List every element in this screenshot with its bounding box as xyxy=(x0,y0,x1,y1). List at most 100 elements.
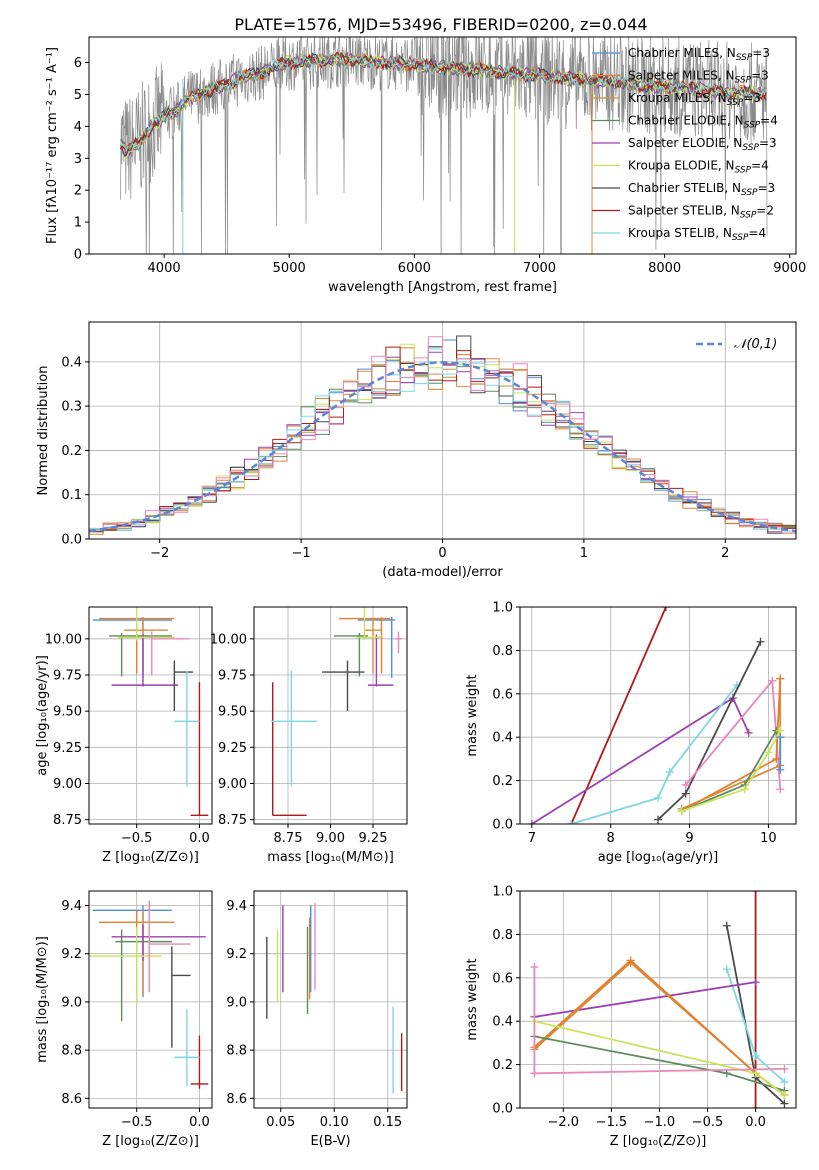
legend-label: Salpeter MILES, NSSP=3 xyxy=(628,69,769,86)
x-tick-label: 5000 xyxy=(273,261,306,276)
y-tick-label: 0.4 xyxy=(492,1015,513,1030)
y-tick-label: 0.2 xyxy=(492,1058,513,1073)
plot-area-age_weight xyxy=(527,607,785,824)
errorbar-chabrier-stelib xyxy=(322,660,365,712)
panel-age_weight: 7 8 9 10 0.0 0.2 0.4 0.6 0.8 1.0 age [log₁₀(age/yr… xyxy=(465,601,797,865)
hist-step-pink xyxy=(89,336,796,534)
errorbar-kroupa-stelib xyxy=(174,670,200,787)
panel-z_age: −0.5 0.0 8.75 9.00 9.25 9.50 9.75 10.00 Z [log₁₀… xyxy=(35,606,213,865)
x-tick-label: 0.0 xyxy=(745,1115,766,1130)
y-tick-label: 9.0 xyxy=(61,995,82,1010)
legend-label: Chabrier ELODIE, NSSP=4 xyxy=(628,114,778,131)
y-tick-label: 0.0 xyxy=(492,818,513,833)
errorbar-chabrier-miles xyxy=(92,617,172,678)
errorbar-kroupa-stelib xyxy=(271,670,317,787)
legend-label-n: =2 xyxy=(756,204,774,218)
x-tick-label: −0.5 xyxy=(692,1115,724,1130)
y-tick-label: 6 xyxy=(74,56,82,71)
weight-marker xyxy=(751,1104,760,1108)
weight-marker xyxy=(780,1064,789,1073)
legend-label-text: Salpeter MILES, N xyxy=(628,69,735,83)
legend-label-sub: SSP xyxy=(744,121,761,131)
y-axis-label: mass weight xyxy=(465,674,480,756)
weight-line-pink xyxy=(534,1068,785,1075)
weight-marker xyxy=(567,820,576,824)
weight-marker xyxy=(665,767,674,776)
y-tick-label: 9.25 xyxy=(53,741,82,756)
weight-line-salpeter-elodie xyxy=(534,981,756,1018)
y-tick-label: 10.00 xyxy=(210,632,247,647)
weight-marker xyxy=(740,785,749,794)
weight-marker xyxy=(751,978,760,987)
weight-marker xyxy=(661,607,670,611)
errorbar-kroupa-miles xyxy=(124,618,169,674)
plots-group: 4000 5000 6000 7000 8000 9000 0 1 2 3 4 5 6 wavelengt… xyxy=(35,36,806,1149)
x-tick-label: −0.5 xyxy=(121,831,153,846)
x-tick-label: −1.0 xyxy=(644,1115,676,1130)
x-tick-label: 9000 xyxy=(773,261,806,276)
weight-line-kroupa-stelib xyxy=(571,684,738,824)
errorbar-pink xyxy=(151,631,190,675)
plot-area-z_age xyxy=(92,607,209,817)
y-tick-label: 1 xyxy=(74,216,82,231)
y-tick-label: 8.8 xyxy=(61,1044,82,1059)
weight-marker xyxy=(764,748,773,757)
legend-label-n: =4 xyxy=(751,159,769,173)
weight-marker xyxy=(776,765,785,774)
axes-frame xyxy=(88,890,213,1109)
y-tick-label: 0.0 xyxy=(61,533,82,548)
x-axis-label: Z [log₁₀(Z/Z⊙)] xyxy=(102,1134,199,1149)
y-tick-label: 0.6 xyxy=(492,687,513,702)
y-tick-label: 1.0 xyxy=(492,601,513,616)
legend-label: Kroupa ELODIE, NSSP=4 xyxy=(628,159,769,176)
spectrum-data-line xyxy=(119,37,768,254)
y-tick-label: 9.50 xyxy=(218,705,247,720)
legend-label-text: Kroupa STELIB, N xyxy=(628,226,732,240)
panel-z_mass: −0.5 0.0 8.6 8.8 9.0 9.2 9.4 Z [log₁₀(Z/Z⊙)] mas… xyxy=(35,890,213,1149)
errorbar-kroupa-miles xyxy=(364,618,382,674)
weight-marker xyxy=(780,1099,789,1108)
y-axis-label: Flux [fλ10⁻¹⁷ erg cm⁻² s⁻¹ A⁻¹] xyxy=(45,47,60,244)
plot-area-residuals xyxy=(89,335,796,535)
panel-ebv_mass: 0.05 0.10 0.15 8.6 8.8 9.0 9.2 9.4 E(B-V) xyxy=(226,890,408,1149)
weight-marker xyxy=(768,676,777,685)
x-tick-label: −0.5 xyxy=(121,1115,153,1130)
plot-area-ebv_mass xyxy=(266,903,403,1094)
y-tick-label: 2 xyxy=(74,184,82,199)
y-tick-label: 8.6 xyxy=(61,1092,82,1107)
y-tick-label: 0.3 xyxy=(61,400,82,415)
y-axis-label: age [log₁₀(age/yr)] xyxy=(35,655,50,776)
y-tick-label: 1.0 xyxy=(492,885,513,900)
weight-marker xyxy=(527,820,536,824)
weight-marker xyxy=(780,1077,789,1086)
panel-mass_age: 8.75 9.00 9.25 8.75 9.00 9.25 9.50 9.75 10.00 mas… xyxy=(210,606,408,865)
plot-area-spectrum xyxy=(119,37,768,254)
y-tick-label: 5 xyxy=(74,88,82,103)
errorbar-chabrier-elodie xyxy=(109,633,172,677)
x-tick-label: 0.05 xyxy=(266,1115,295,1130)
plot-area-z_weight xyxy=(530,891,789,1108)
y-tick-label: 9.2 xyxy=(226,947,247,962)
errorbar-kroupa-stelib xyxy=(174,1009,200,1087)
model-line-kroupa-stelib xyxy=(119,52,767,153)
legend-label: Chabrier MILES, NSSP=3 xyxy=(628,46,770,63)
y-axis-label: mass weight xyxy=(465,958,480,1040)
weight-marker xyxy=(756,637,765,646)
weight-marker xyxy=(654,815,662,824)
axes-frame xyxy=(88,36,797,255)
y-tick-label: 9.2 xyxy=(61,947,82,962)
legend-label: Chabrier STELIB, NSSP=3 xyxy=(628,181,775,198)
legend-label-sub: SSP xyxy=(735,166,752,176)
plot-area-z_mass xyxy=(89,900,209,1089)
x-tick-label: 2 xyxy=(721,546,729,561)
x-axis-label: E(B-V) xyxy=(310,1134,350,1149)
page-title: PLATE=1576, MJD=53496, FIBERID=0200, z=0… xyxy=(234,15,647,34)
legend-label-text: Kroupa ELODIE, N xyxy=(628,159,735,173)
weight-marker xyxy=(722,921,731,930)
weight-marker xyxy=(776,785,785,794)
y-tick-label: 0.2 xyxy=(492,774,513,789)
legend-label: Kroupa STELIB, NSSP=4 xyxy=(628,226,766,243)
y-tick-label: 9.00 xyxy=(218,777,247,792)
panel-residuals: −2 −1 0 1 2 0.0 0.1 0.2 0.3 0.4 (data-model)/error… xyxy=(36,321,797,580)
